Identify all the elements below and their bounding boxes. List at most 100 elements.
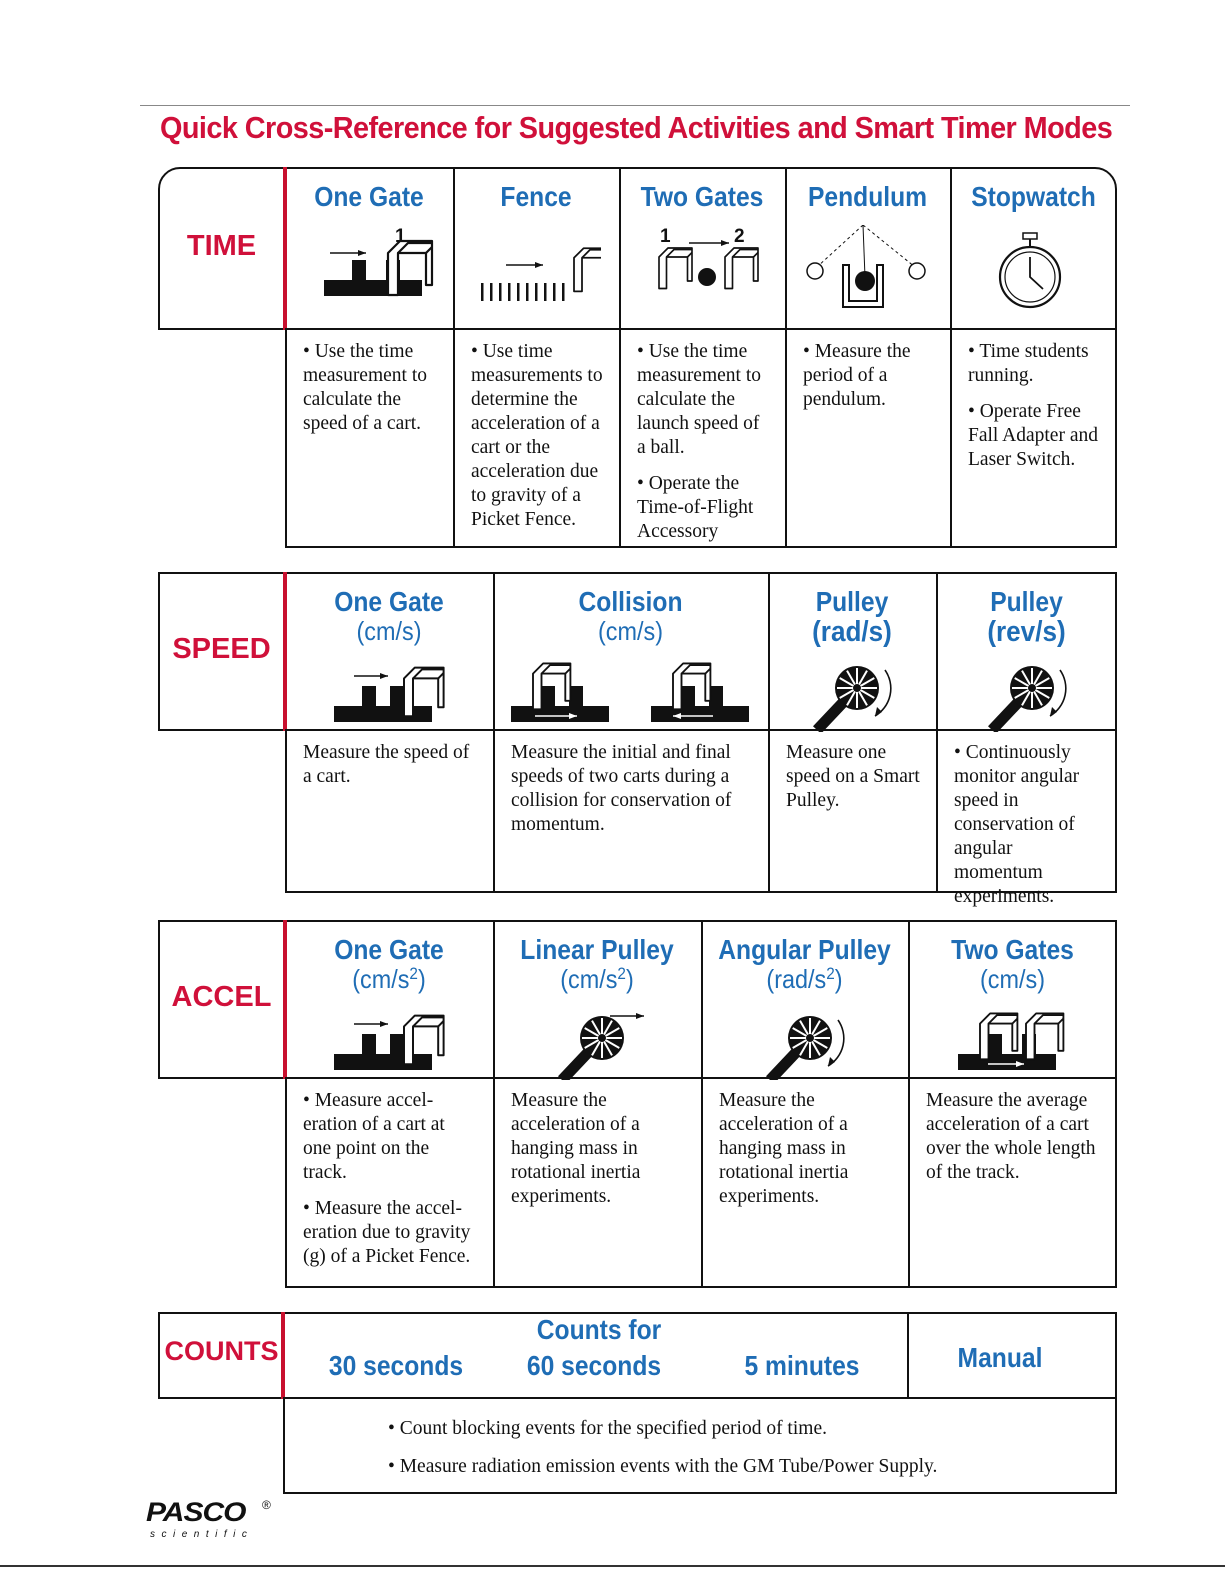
count-manual: Manual (957, 1342, 1043, 1373)
icon-label: 2 (734, 226, 745, 247)
mode-unit: (cm/s2) (295, 964, 482, 995)
description-paragraph: Measure the speed of a cart. (303, 742, 470, 787)
top-rule (140, 105, 1130, 106)
unit-text: (rad/s (766, 964, 827, 994)
description: • Measure the period of a pendulum. (785, 328, 950, 424)
icon-graphic (334, 1014, 445, 1070)
mode-name: Stopwatch (971, 181, 1096, 212)
section-label: TIME (186, 229, 257, 262)
mode-name: One Gate (334, 934, 444, 965)
description-paragraph: • Time students running. (968, 341, 1089, 386)
column-divider (936, 572, 938, 893)
description-paragraph: • Use the time measurement to calculate … (303, 341, 427, 434)
icon (962, 648, 1092, 734)
red-bar (283, 920, 287, 1079)
description-paragraph: • Continuously monitor angular speed in … (954, 742, 1080, 907)
mode-name: Pulley (990, 586, 1063, 617)
mode-unit: (cm/s) (980, 964, 1045, 994)
section-label: SPEED (172, 632, 271, 665)
description: • Use time measurements to determine the… (453, 328, 619, 544)
column-divider (619, 167, 621, 548)
icon-graphic (805, 224, 926, 308)
description: • Count blocking events for the specifie… (370, 1405, 1090, 1493)
description-paragraph: • Measure the period of a pendulum. (803, 341, 911, 410)
mode-name: Linear Pulley (520, 934, 674, 965)
column-divider (907, 1312, 909, 1397)
icon (471, 225, 611, 309)
icon-graphic (658, 240, 759, 290)
bottom-rule (0, 1565, 1225, 1567)
mode-name: Two Gates (951, 934, 1074, 965)
icon (637, 225, 767, 309)
mode-name: One Gate (334, 586, 444, 617)
description-paragraph: • Operate Free Fall Adapter and Laser Sw… (968, 401, 1098, 470)
count-option: 30 seconds (328, 1350, 464, 1381)
description-paragraph: Measure the acceleration of a hanging ma… (719, 1090, 849, 1207)
description: Measure the initial and final speeds of … (493, 729, 768, 849)
unit-end: ) (625, 964, 634, 994)
column-divider (950, 167, 952, 548)
description-paragraph: • Use time measurements to determine the… (471, 341, 603, 530)
description: • Continuously monitor angular speed in … (936, 729, 1117, 921)
icon-graphic (324, 239, 434, 297)
mode-unit: (cm/s2) (503, 964, 690, 995)
mode-unit: (rad/s) (812, 616, 892, 648)
mode-unit: (cm/s) (356, 616, 422, 646)
description: • Use the time measurement to calculate … (619, 328, 785, 556)
unit-sup: 2 (617, 964, 626, 983)
icon (948, 996, 1078, 1080)
description: • Measure accel-eration of a cart at one… (285, 1077, 493, 1281)
description-paragraph: • Measure radiation emission events with… (388, 1456, 938, 1477)
mode-name: Collision (578, 586, 683, 617)
icon (324, 648, 454, 732)
icon-graphic (510, 662, 749, 722)
icon (501, 648, 761, 732)
icon-label: 1 (395, 226, 406, 247)
icon-graphic (481, 247, 611, 301)
description-paragraph: • Use the time measurement to calculate … (637, 341, 761, 458)
icon-graphic (998, 232, 1061, 309)
section-label: ACCEL (171, 980, 272, 1013)
unit-end: ) (834, 964, 843, 994)
red-bar (281, 1312, 285, 1399)
description: • Time students running. • Operate Free F… (950, 328, 1117, 484)
logo-mark: ® (262, 1498, 271, 1512)
column-divider (908, 920, 910, 1288)
logo-tagline: scientific (150, 1529, 254, 1540)
icon (324, 996, 454, 1080)
icon (740, 996, 870, 1084)
unit-sup: 2 (409, 964, 418, 983)
description: Measure one speed on a Smart Pulley. (768, 729, 936, 825)
column-divider (493, 920, 495, 1288)
description-paragraph: Measure one speed on a Smart Pulley. (786, 742, 920, 811)
unit-text: (cm/s (352, 964, 410, 994)
section-label: COUNTS (164, 1336, 279, 1366)
mode-name: Pendulum (807, 181, 928, 212)
description-box (283, 1397, 1117, 1494)
count-option: 60 seconds (526, 1350, 662, 1381)
mode-name: Pulley (815, 586, 889, 617)
mode-unit: (rad/s2) (711, 964, 897, 995)
unit-end: ) (417, 964, 426, 994)
column-divider (493, 572, 495, 893)
description: Measure the speed of a cart. (285, 729, 493, 801)
description: Measure the acceleration of a hanging ma… (493, 1077, 701, 1221)
icon-graphic (813, 666, 892, 734)
column-divider (785, 167, 787, 548)
count-option: 5 minutes (744, 1350, 860, 1381)
icon-graphic (987, 666, 1067, 734)
description-paragraph: • Measure the accel-eration due to gravi… (303, 1198, 471, 1267)
mode-unit: (cm/s) (598, 616, 663, 646)
description-box (285, 328, 1117, 548)
icon (787, 648, 917, 734)
mode-name: Angular Pulley (718, 934, 891, 965)
mode-name: One Gate (314, 181, 424, 212)
column-divider (453, 167, 455, 548)
mode-name: Fence (500, 181, 572, 212)
red-bar (283, 572, 287, 731)
page-title: Quick Cross-Reference for Suggested Acti… (160, 110, 1113, 145)
icon (304, 225, 434, 309)
description-paragraph: Measure the acceleration of a hanging ma… (511, 1090, 641, 1207)
icon-graphic (558, 1013, 644, 1084)
description: Measure the acceleration of a hanging ma… (701, 1077, 908, 1221)
